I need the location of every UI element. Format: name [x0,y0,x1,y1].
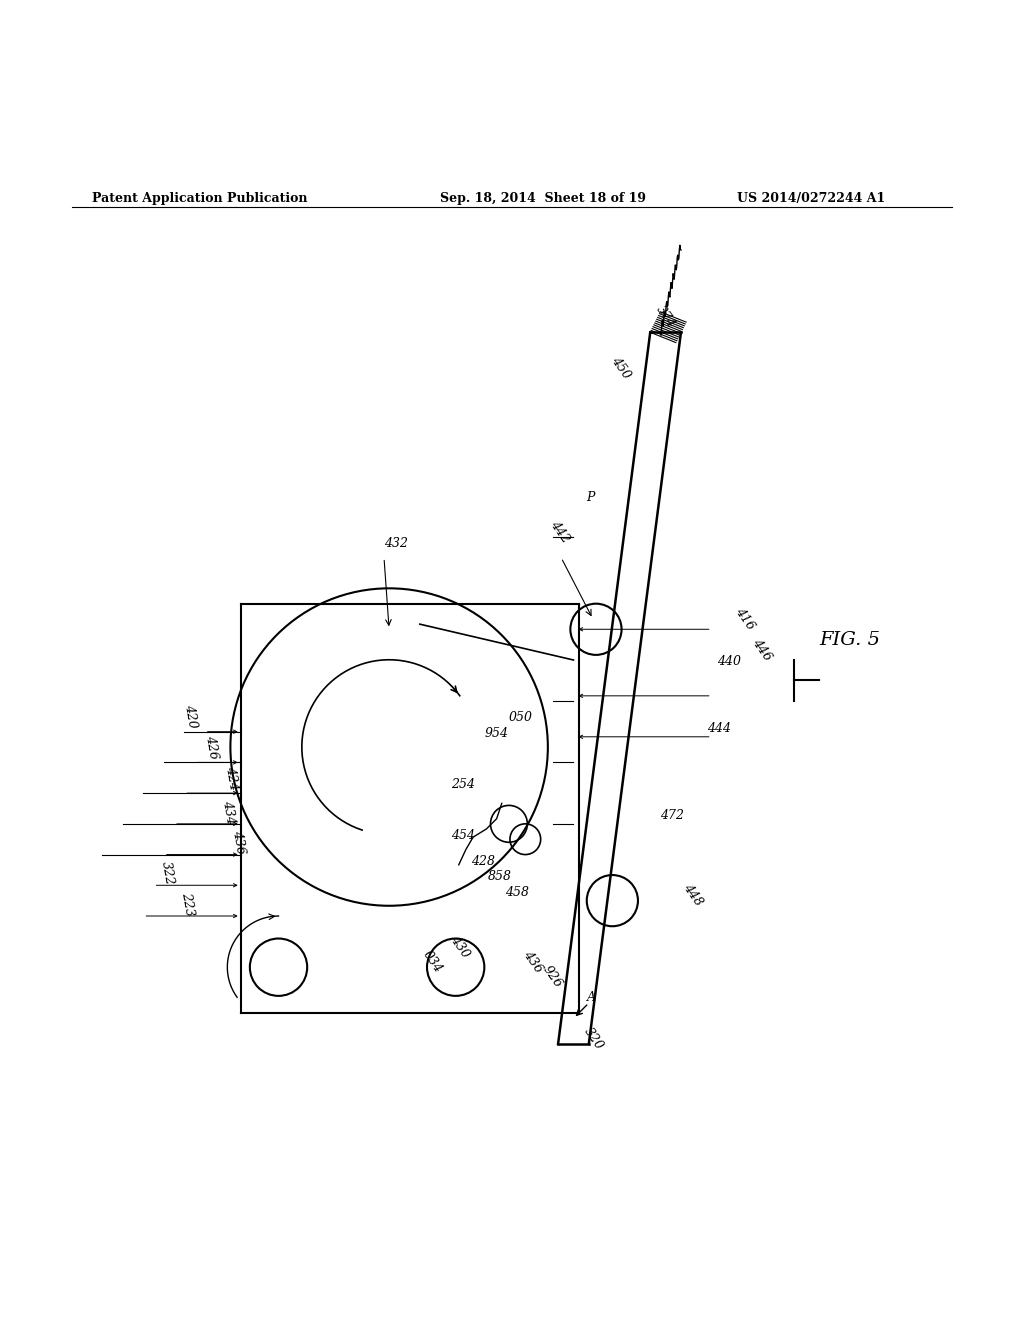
Text: 430: 430 [447,933,472,960]
Text: 374: 374 [653,304,678,330]
Text: 858: 858 [487,870,511,883]
Text: US 2014/0272244 A1: US 2014/0272244 A1 [737,191,886,205]
Text: Sep. 18, 2014  Sheet 18 of 19: Sep. 18, 2014 Sheet 18 of 19 [440,191,646,205]
Text: 436: 436 [520,948,545,975]
Text: 446: 446 [750,636,774,663]
Text: 223: 223 [179,891,197,917]
Text: 472: 472 [660,809,684,822]
Text: 320: 320 [582,1026,606,1052]
Text: 458: 458 [505,886,528,899]
Text: P: P [586,491,594,504]
Text: 444: 444 [707,722,730,735]
Text: 434: 434 [220,799,238,825]
Text: 448: 448 [681,882,706,908]
Text: Patent Application Publication: Patent Application Publication [92,191,307,205]
Text: 436: 436 [230,829,248,855]
Text: 426: 426 [203,734,220,760]
Text: 034: 034 [420,948,444,975]
Text: 420: 420 [182,704,200,730]
Text: 254: 254 [451,777,474,791]
Text: 442: 442 [548,519,572,545]
Text: 050: 050 [509,711,532,725]
Text: 450: 450 [608,354,633,381]
Text: 454: 454 [451,829,474,842]
Text: 424: 424 [223,766,241,791]
Text: 440: 440 [717,655,740,668]
Text: 322: 322 [159,861,176,886]
Text: 432: 432 [384,537,408,550]
Text: FIG. 5: FIG. 5 [819,631,881,648]
Text: 954: 954 [484,727,508,739]
Text: 926: 926 [540,964,564,991]
Text: 428: 428 [471,855,495,867]
Text: A: A [587,991,596,1005]
Text: 416: 416 [732,605,757,632]
